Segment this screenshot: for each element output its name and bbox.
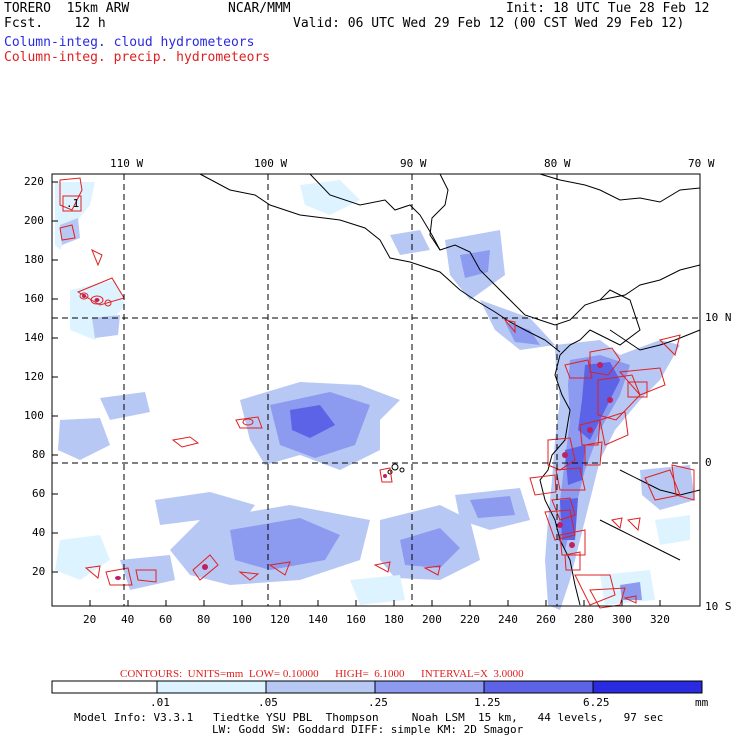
y-tick: 120 xyxy=(24,370,44,383)
station-box-east xyxy=(627,381,648,398)
lat-label-10s: 10 S xyxy=(705,600,732,613)
precip-cores xyxy=(82,294,613,580)
y-tick: 20 xyxy=(32,565,46,578)
x-tick: 320 xyxy=(650,613,670,626)
y-tick: 140 xyxy=(24,331,44,344)
lon-label-80w: 80 W xyxy=(544,157,571,170)
lon-label-90w: 90 W xyxy=(400,157,427,170)
legend-cloud: Column-integ. cloud hydrometeors xyxy=(4,35,255,50)
lon-label-100w: 100 W xyxy=(254,157,288,170)
x-tick: 160 xyxy=(346,613,366,626)
model-title: TORERO 15km ARW xyxy=(4,1,130,16)
x-tick: 260 xyxy=(536,613,556,626)
forecast-hour: Fcst. 12 h xyxy=(4,16,106,31)
model-info: Model Info: V3.3.1 Tiedtke YSU PBL Thomp… xyxy=(74,711,664,724)
station-box-west xyxy=(62,195,82,212)
contour-info: CONTOURS: UNITS=mm LOW= 0.10000 HIGH= 6.… xyxy=(120,668,524,680)
lon-label-70w: 70 W xyxy=(688,157,715,170)
x-tick: 200 xyxy=(422,613,442,626)
colorbar-label: .01 xyxy=(150,696,170,709)
y-tick: 200 xyxy=(24,214,44,227)
lat-label-0: 0 xyxy=(705,456,712,469)
x-tick: 20 xyxy=(83,613,97,626)
x-tick: 40 xyxy=(121,613,135,626)
y-tick: 40 xyxy=(32,526,46,539)
y-tick: 220 xyxy=(24,175,44,188)
lon-label-110w: 110 W xyxy=(110,157,144,170)
legend-precip: Column-integ. precip. hydrometeors xyxy=(4,50,271,65)
y-tick: 160 xyxy=(24,292,44,305)
y-tick: 60 xyxy=(32,487,46,500)
colorbar-label: 1.25 xyxy=(474,696,501,709)
center-label: NCAR/MMM xyxy=(228,1,291,16)
model-physics: LW: Godd SW: Goddard DIFF: simple KM: 2D… xyxy=(212,723,524,736)
x-tick: 300 xyxy=(612,613,632,626)
cloud-field xyxy=(55,180,695,610)
y-tick: 180 xyxy=(24,253,44,266)
latlon-grid xyxy=(52,174,700,606)
x-tick: 280 xyxy=(574,613,594,626)
x-tick: 80 xyxy=(197,613,211,626)
colorbar-label: .05 xyxy=(258,696,278,709)
y-tick: 80 xyxy=(32,448,46,461)
map-frame xyxy=(51,173,701,607)
x-tick: 120 xyxy=(270,613,290,626)
x-tick: 220 xyxy=(460,613,480,626)
lat-label-10n: 10 N xyxy=(705,311,732,324)
x-tick: 240 xyxy=(498,613,518,626)
box-label: .1 xyxy=(66,197,80,210)
valid-time: Valid: 06 UTC Wed 29 Feb 12 (00 CST Wed … xyxy=(293,16,685,31)
init-time: Init: 18 UTC Tue 28 Feb 12 xyxy=(506,1,710,16)
colorbar-label: 6.25 xyxy=(583,696,610,709)
colorbar-label: .25 xyxy=(368,696,388,709)
x-tick: 100 xyxy=(232,613,252,626)
y-tick: 100 xyxy=(24,409,44,422)
x-tick: 60 xyxy=(159,613,173,626)
x-tick: 180 xyxy=(384,613,404,626)
colorbar-unit: mm xyxy=(695,696,709,709)
x-tick: 140 xyxy=(308,613,328,626)
tick-marks xyxy=(52,181,661,606)
